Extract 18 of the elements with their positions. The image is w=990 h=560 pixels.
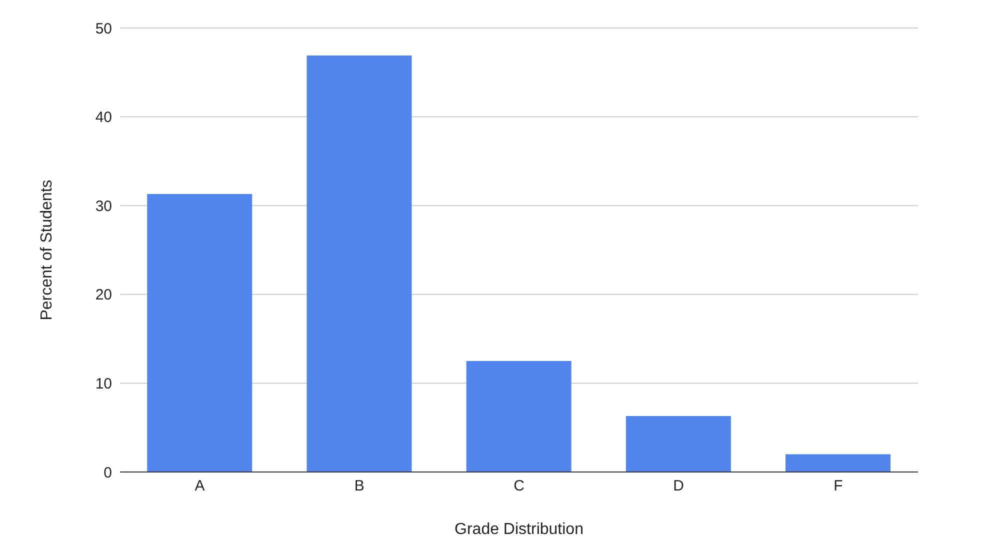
y-axis-title: Percent of Students (38, 180, 56, 320)
y-tick-label: 50 (95, 20, 112, 38)
y-tick-label: 30 (95, 198, 112, 215)
x-axis-title: Grade Distribution (454, 521, 584, 538)
bar (786, 454, 891, 472)
y-tick-label: 40 (95, 109, 112, 126)
x-tick-label: A (194, 478, 205, 495)
bar (466, 361, 572, 472)
y-tick-label: 20 (95, 286, 112, 304)
bar (147, 194, 252, 472)
bar (626, 416, 731, 472)
x-tick-label: C (514, 478, 525, 495)
x-tick-label: D (673, 478, 684, 495)
y-tick-label: 10 (95, 376, 112, 393)
x-tick-label: F (834, 478, 843, 495)
y-tick-label: 0 (104, 464, 112, 482)
x-tick-label: B (354, 478, 364, 495)
bar (306, 56, 412, 472)
